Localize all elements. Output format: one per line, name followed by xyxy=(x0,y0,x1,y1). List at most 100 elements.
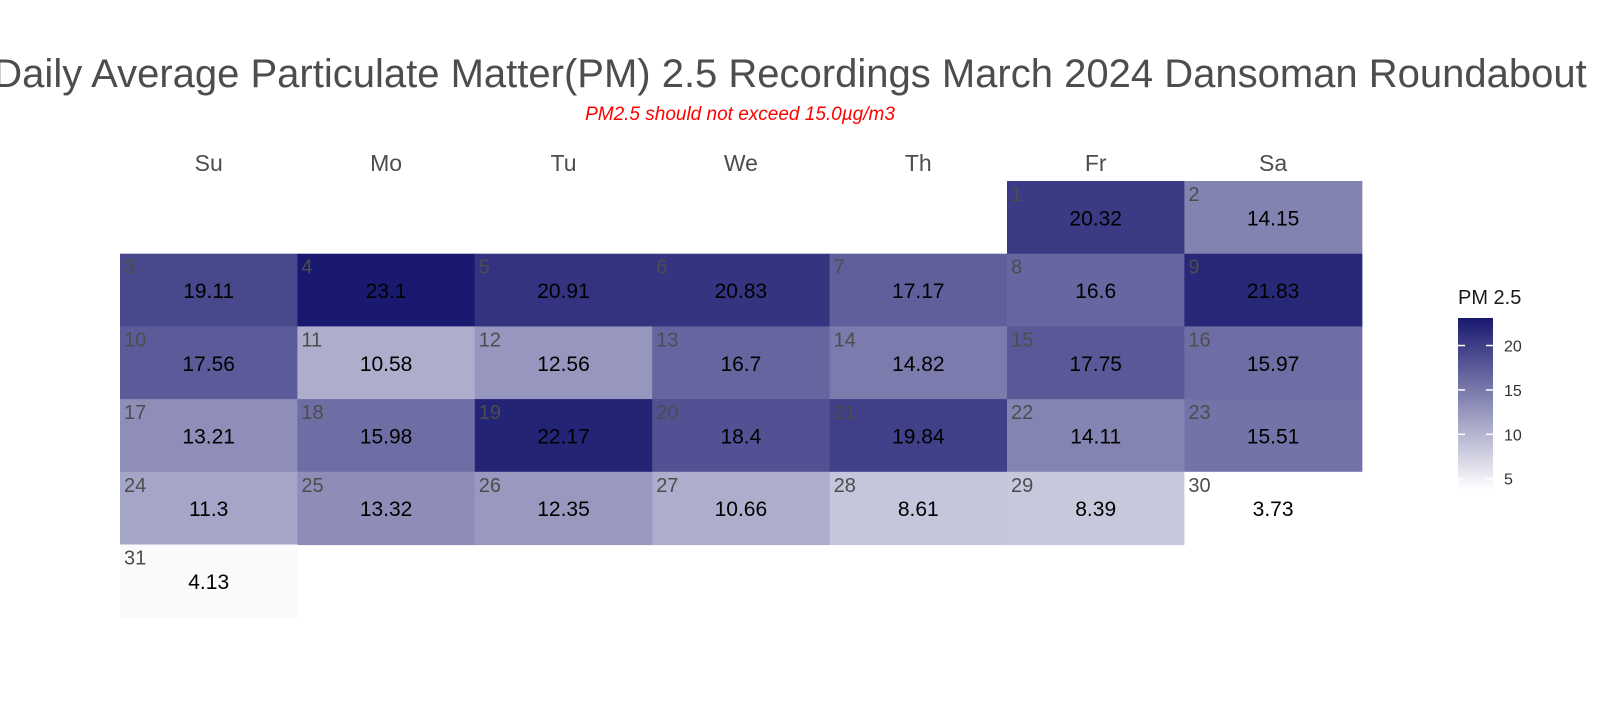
pm-value-label: 15.98 xyxy=(360,425,413,448)
calendar-cell: 10 17.56 xyxy=(120,326,298,400)
legend-tick-label: 20 xyxy=(1504,339,1522,356)
day-number-label: 2 xyxy=(1188,184,1199,206)
calendar-cell: 14 14.82 xyxy=(829,326,1008,400)
heat-cell xyxy=(1184,399,1363,473)
calendar-cell: 24 11.3 xyxy=(120,471,298,546)
heat-cell xyxy=(1007,326,1185,400)
calendar-cell: 816.6 xyxy=(1007,253,1185,327)
pm-value-label: 17.17 xyxy=(892,280,945,303)
pm-value-label: 8.39 xyxy=(1075,498,1116,521)
color-legend: PM 2.5 5 10 15 20 xyxy=(1458,287,1522,490)
pm-value-label: 10.58 xyxy=(360,353,413,376)
pm-value-label: 16.6 xyxy=(1075,280,1116,303)
weekday-label-su: Su xyxy=(195,150,223,176)
heat-cell xyxy=(474,326,653,400)
heat-cell xyxy=(1007,399,1185,473)
calendar-cell: 520.91 xyxy=(474,253,653,327)
weekday-label-sa: Sa xyxy=(1259,150,1287,176)
pm-value-label: 12.35 xyxy=(537,498,590,521)
calendar-cell: 717.17 xyxy=(829,253,1008,327)
pm-value-label: 12.56 xyxy=(537,353,590,376)
day-number-label: 19 xyxy=(479,402,501,424)
day-number-label: 4 xyxy=(301,257,312,279)
day-number-label: 28 xyxy=(834,475,856,497)
pm-value-label: 8.61 xyxy=(898,498,939,521)
calendar-cell: 921.83 xyxy=(1184,253,1363,327)
pm-value-label: 20.91 xyxy=(537,280,590,303)
pm-value-label: 14.11 xyxy=(1070,425,1121,448)
heat-cell xyxy=(1184,471,1363,546)
day-number-label: 7 xyxy=(834,257,845,279)
pm-value-label: 14.15 xyxy=(1247,207,1300,230)
pm-value-label: 17.75 xyxy=(1069,353,1122,376)
heat-cell xyxy=(1184,326,1363,400)
heat-cell xyxy=(297,399,476,473)
heat-cell xyxy=(297,253,476,327)
heat-cell xyxy=(1184,181,1363,255)
heat-cell xyxy=(297,471,476,546)
calendar-cell: 12 12.56 xyxy=(474,326,653,400)
day-number-label: 26 xyxy=(479,475,501,497)
calendar-cell: 288.61 xyxy=(829,471,1008,546)
heat-cell xyxy=(474,253,653,327)
heat-cell xyxy=(829,399,1008,473)
calendar-cell: 20 18.4 xyxy=(652,399,831,473)
heat-cell xyxy=(652,326,831,400)
heat-cell xyxy=(474,471,653,546)
calendar-cell: 27 10.66 xyxy=(652,471,831,546)
legend-color-bar xyxy=(1458,318,1493,490)
heat-cell xyxy=(829,253,1008,327)
day-number-label: 24 xyxy=(124,475,146,497)
heat-cell xyxy=(829,326,1008,400)
heat-cell xyxy=(652,253,831,327)
pm-value-label: 18.4 xyxy=(720,425,761,448)
calendar-cell: 314.13 xyxy=(120,544,298,618)
calendar-grid: 120.32214.15319.11423.1520.91620.83717.1… xyxy=(120,181,1363,618)
calendar-cell: 423.1 xyxy=(297,253,476,327)
weekday-label-th: Th xyxy=(905,150,932,176)
weekday-header: Su Mo Tu We Th Fr Sa xyxy=(195,150,1288,176)
pm-value-label: 16.7 xyxy=(720,353,761,376)
heat-cell xyxy=(120,471,298,546)
pm-value-label: 3.73 xyxy=(1253,498,1294,521)
day-number-label: 8 xyxy=(1011,257,1022,279)
day-number-label: 16 xyxy=(1188,329,1210,351)
day-number-label: 17 xyxy=(124,402,146,424)
pm-value-label: 10.66 xyxy=(715,498,768,521)
day-number-label: 18 xyxy=(301,402,323,424)
calendar-cell: 19 22.17 xyxy=(474,399,653,473)
heat-cell xyxy=(1007,253,1185,327)
calendar-cell: 23 15.51 xyxy=(1184,399,1363,473)
pm-value-label: 11.3 xyxy=(189,498,228,521)
legend-title: PM 2.5 xyxy=(1458,287,1521,309)
heat-cell xyxy=(120,326,298,400)
legend-tick-label: 10 xyxy=(1504,427,1522,444)
calendar-cell: 21 19.84 xyxy=(829,399,1008,473)
day-number-label: 30 xyxy=(1188,475,1210,497)
legend-ticks: 5 10 15 20 xyxy=(1458,339,1522,489)
heat-cell xyxy=(652,399,831,473)
day-number-label: 6 xyxy=(656,257,667,279)
pm-value-label: 20.32 xyxy=(1069,207,1122,230)
day-number-label: 3 xyxy=(124,257,135,279)
heat-cell xyxy=(297,326,476,400)
calendar-cell: 120.32 xyxy=(1007,181,1185,255)
pm-value-label: 15.97 xyxy=(1247,353,1300,376)
calendar-cell: 620.83 xyxy=(652,253,831,327)
heat-cell xyxy=(1007,181,1185,255)
pm-value-label: 23.1 xyxy=(366,280,407,303)
calendar-cell: 11 10.58 xyxy=(297,326,476,400)
calendar-cell: 16 15.97 xyxy=(1184,326,1363,400)
calendar-cell: 18 15.98 xyxy=(297,399,476,473)
calendar-cell: 214.15 xyxy=(1184,181,1363,255)
pm-value-label: 19.11 xyxy=(183,280,234,303)
chart-title: Daily Average Particulate Matter(PM) 2.5… xyxy=(0,52,1587,96)
day-number-label: 5 xyxy=(479,257,490,279)
pm-value-label: 22.17 xyxy=(537,425,590,448)
calendar-cell: 298.39 xyxy=(1007,471,1185,546)
calendar-cell: 303.73 xyxy=(1184,471,1363,546)
pm-value-label: 14.82 xyxy=(892,353,945,376)
heat-cell xyxy=(120,399,298,473)
day-number-label: 22 xyxy=(1011,402,1033,424)
pm-value-label: 13.21 xyxy=(182,425,235,448)
